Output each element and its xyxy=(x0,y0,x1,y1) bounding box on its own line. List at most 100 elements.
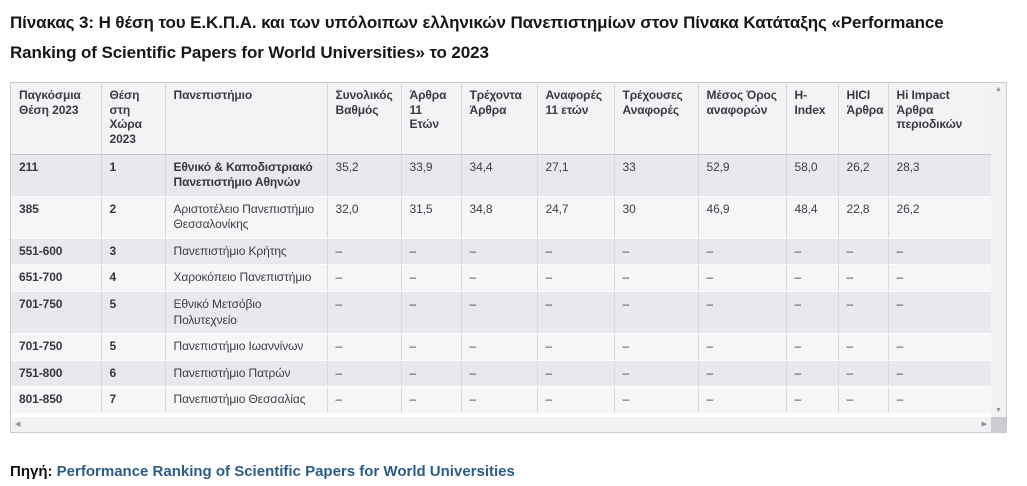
value-cell: 30 xyxy=(613,196,698,239)
scroll-left-icon[interactable]: ◀ xyxy=(15,421,21,429)
value-cell: – xyxy=(785,360,838,388)
value-cell: 34,8 xyxy=(460,196,537,239)
value-cell: – xyxy=(326,264,401,293)
scrollbar-corner xyxy=(991,417,1006,433)
column-header: Τρέχουσες Αναφορές xyxy=(613,83,698,155)
value-cell: – xyxy=(697,333,786,361)
value-cell: – xyxy=(400,238,461,266)
value-cell: – xyxy=(613,238,698,266)
value-cell: – xyxy=(460,333,537,361)
table-row: 701-750 5 Εθνικό Μετσόβιο Πολυτεχνείο – – – – –… xyxy=(11,291,991,335)
value-cell: – xyxy=(837,264,888,293)
scroll-right-icon[interactable]: ▶ xyxy=(981,421,987,429)
value-cell: – xyxy=(785,238,838,266)
value-cell: 26,2 xyxy=(887,196,991,239)
value-cell: – xyxy=(460,386,537,415)
value-cell: – xyxy=(697,360,786,388)
university-cell: Πανεπιστήμιο Πατρών xyxy=(164,360,327,388)
university-cell: Εθνικό & Καποδιστριακό Πανεπιστήμιο Αθην… xyxy=(164,154,327,197)
value-cell: 701-750 xyxy=(11,291,101,335)
value-cell: 22,8 xyxy=(837,196,888,239)
value-cell: – xyxy=(837,333,888,361)
page-title-line-2: Ranking of Scientific Papers for World U… xyxy=(10,43,489,62)
value-cell: 751-800 xyxy=(11,360,101,388)
value-cell: – xyxy=(326,386,401,415)
value-cell: 551-600 xyxy=(11,238,101,266)
value-cell: 27,1 xyxy=(536,154,614,197)
value-cell: – xyxy=(536,333,614,361)
value-cell: 801-850 xyxy=(11,386,101,415)
column-header: Αναφορές 11 ετών xyxy=(536,83,614,155)
value-cell: – xyxy=(460,264,537,293)
value-cell: – xyxy=(887,264,991,293)
table-body: 211 1 Εθνικό & Καποδιστριακό Πανεπιστήμιο … xyxy=(11,154,991,415)
scroll-up-icon[interactable]: ▲ xyxy=(995,86,1002,93)
value-cell: – xyxy=(837,386,888,415)
value-cell: – xyxy=(613,333,698,361)
ranking-table-container: Παγκόσμια Θέση 2023 Θέση στη Χώρα 2023 Παν… xyxy=(10,82,1007,434)
value-cell: – xyxy=(400,386,461,415)
value-cell: – xyxy=(536,238,614,266)
column-header: H-Index xyxy=(785,83,838,155)
value-cell: – xyxy=(887,333,991,361)
value-cell: – xyxy=(887,386,991,415)
column-header: Μέσος Όρος αναφορών xyxy=(697,83,786,155)
value-cell: 34,4 xyxy=(460,154,537,197)
source-link[interactable]: Performance Ranking of Scientific Papers… xyxy=(56,463,515,481)
value-cell: – xyxy=(460,291,537,335)
university-cell: Πανεπιστήμιο Κρήτης xyxy=(164,238,327,266)
value-cell: – xyxy=(887,360,991,388)
table-row: 701-750 5 Πανεπιστήμιο Ιωαννίνων – – – – – – – – – xyxy=(11,333,991,361)
value-cell: 52,9 xyxy=(697,154,786,197)
value-cell: 35,2 xyxy=(326,154,401,197)
value-cell: 24,7 xyxy=(536,196,614,239)
column-header: Άρθρα 11 Ετών xyxy=(400,83,461,155)
value-cell: – xyxy=(400,360,461,388)
value-cell: 26,2 xyxy=(837,154,888,197)
column-header: HICI Άρθρα xyxy=(837,83,888,155)
horizontal-scrollbar[interactable]: ◀ ▶ xyxy=(11,417,991,433)
value-cell: – xyxy=(785,264,838,293)
table-row: 551-600 3 Πανεπιστήμιο Κρήτης – – – – – – – – – xyxy=(11,238,991,266)
value-cell: – xyxy=(400,333,461,361)
value-cell: 33 xyxy=(613,154,698,197)
value-cell: 5 xyxy=(100,333,165,361)
column-header: Συνολικός Βαθμός xyxy=(326,83,401,155)
value-cell: – xyxy=(697,264,786,293)
scroll-down-icon[interactable]: ▼ xyxy=(995,407,1002,415)
value-cell: 3 xyxy=(100,238,165,266)
column-header: Πανεπιστήμιο xyxy=(164,83,327,155)
value-cell: – xyxy=(887,291,991,335)
value-cell: – xyxy=(697,238,786,266)
table-header: Παγκόσμια Θέση 2023 Θέση στη Χώρα 2023 Παν… xyxy=(11,83,991,155)
value-cell: – xyxy=(837,238,888,266)
university-cell: Αριστοτέλειο Πανεπιστήμιο Θεσσαλονίκης xyxy=(164,196,327,239)
value-cell: 32,0 xyxy=(326,196,401,239)
ranking-table: Παγκόσμια Θέση 2023 Θέση στη Χώρα 2023 Παν… xyxy=(11,83,991,415)
value-cell: – xyxy=(326,291,401,335)
value-cell: 211 xyxy=(11,154,101,197)
value-cell: 1 xyxy=(100,154,165,197)
table-scroll-area: Παγκόσμια Θέση 2023 Θέση στη Χώρα 2023 Παν… xyxy=(11,83,991,418)
vertical-scrollbar[interactable]: ▲ ▼ xyxy=(991,83,1006,418)
value-cell: 701-750 xyxy=(11,333,101,361)
value-cell: – xyxy=(536,360,614,388)
table-row: 651-700 4 Χαροκόπειο Πανεπιστήμιο – – – – – – – – – xyxy=(11,264,991,293)
value-cell: – xyxy=(400,291,461,335)
value-cell: – xyxy=(785,291,838,335)
value-cell: – xyxy=(536,291,614,335)
table-row: 751-800 6 Πανεπιστήμιο Πατρών – – – – – – – – – xyxy=(11,360,991,388)
value-cell: – xyxy=(536,386,614,415)
value-cell: 33,9 xyxy=(400,154,461,197)
column-header: Hi Impact Άρθρα περιοδικών xyxy=(887,83,991,155)
university-cell: Πανεπιστήμιο Θεσσαλίας xyxy=(164,386,327,415)
value-cell: 31,5 xyxy=(400,196,461,239)
value-cell: 28,3 xyxy=(887,154,991,197)
value-cell: – xyxy=(536,264,614,293)
value-cell: – xyxy=(837,291,888,335)
value-cell: – xyxy=(326,238,401,266)
page-title-line-1: Πίνακας 3: Η θέση του Ε.Κ.Π.Α. και των υ… xyxy=(10,13,944,32)
value-cell: – xyxy=(460,360,537,388)
table-row: 211 1 Εθνικό & Καποδιστριακό Πανεπιστήμιο … xyxy=(11,154,991,197)
table-row: 385 2 Αριστοτέλειο Πανεπιστήμιο Θεσσαλονίκ… xyxy=(11,196,991,239)
